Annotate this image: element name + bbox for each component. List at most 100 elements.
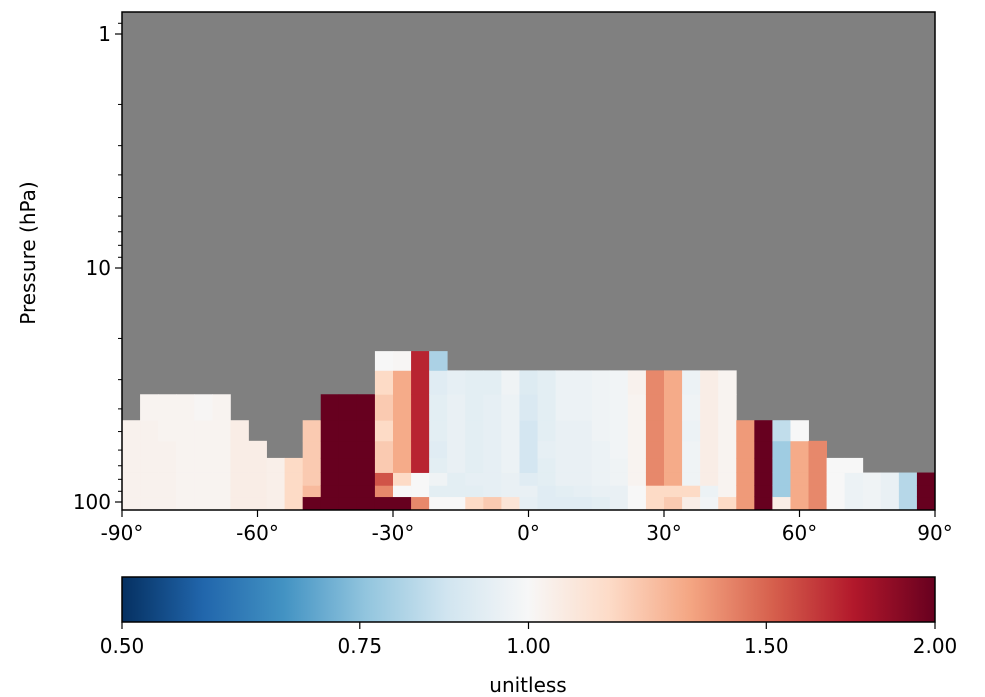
heatmap-cell: [140, 394, 159, 421]
heatmap-cell: [356, 420, 376, 442]
heatmap-cell: [465, 472, 484, 486]
heatmap-cell: [501, 472, 520, 486]
heatmap-cell: [284, 457, 304, 473]
plot-area: [121, 11, 936, 511]
heatmap-cell: [483, 420, 502, 442]
heatmap-cell: [790, 472, 809, 486]
heatmap-cell: [844, 472, 864, 486]
heatmap-cell: [429, 496, 448, 511]
heatmap-cell: [230, 472, 249, 486]
heatmap-cell: [664, 485, 683, 498]
heatmap-cell: [248, 496, 267, 511]
heatmap-cell: [320, 485, 340, 498]
heatmap-cell: [555, 485, 575, 498]
heatmap-cell: [519, 370, 538, 395]
heatmap-cell: [718, 394, 737, 421]
heatmap-cell: [374, 485, 394, 498]
heatmap-cell: [212, 440, 231, 459]
heatmap-cell: [682, 472, 701, 486]
heatmap-cell: [393, 472, 412, 486]
heatmap-cell: [501, 440, 520, 459]
heatmap-cell: [718, 485, 737, 498]
heatmap-cell: [447, 370, 466, 395]
heatmap-cell: [645, 370, 665, 395]
x-tick-label: 0°: [517, 521, 540, 545]
heatmap-cell: [898, 472, 918, 486]
heatmap-cell: [356, 440, 376, 459]
heatmap-cell: [736, 457, 755, 473]
heatmap-cell: [573, 485, 593, 498]
heatmap-cell: [447, 472, 466, 486]
heatmap-cell: [374, 394, 394, 421]
heatmap-cell: [338, 457, 358, 473]
heatmap-cell: [302, 440, 322, 459]
heatmap-cell: [772, 420, 791, 442]
heatmap-cell: [880, 485, 900, 498]
heatmap-cell: [916, 496, 936, 511]
heatmap-cell: [447, 496, 466, 511]
heatmap-cell: [483, 485, 502, 498]
heatmap-cell: [411, 472, 430, 486]
heatmap-cell: [555, 440, 575, 459]
heatmap-cell: [682, 394, 701, 421]
heatmap-cell: [555, 394, 575, 421]
heatmap-cell: [122, 440, 141, 459]
heatmap-cell: [718, 440, 737, 459]
heatmap-cell: [374, 351, 394, 371]
heatmap-cell: [664, 457, 683, 473]
heatmap-cell: [519, 496, 538, 511]
heatmap-cell: [302, 457, 322, 473]
heatmap-cell: [176, 485, 195, 498]
heatmap-cell: [338, 472, 358, 486]
heatmap-cell: [411, 457, 430, 473]
heatmap-cell: [140, 496, 159, 511]
heatmap-cell: [700, 440, 719, 459]
heatmap-cell: [248, 457, 267, 473]
y-axis: 1 10 100: [73, 22, 122, 514]
heatmap-cell: [609, 472, 629, 486]
heatmap-cell: [645, 420, 665, 442]
heatmap-cell: [808, 440, 827, 459]
heatmap-cell: [266, 485, 285, 498]
y-tick-label: 100: [73, 490, 111, 514]
x-axis: -90° -60° -30° 0° 30° 60° 90°: [101, 510, 953, 545]
heatmap-cell: [501, 420, 520, 442]
heatmap-cell: [374, 440, 394, 459]
heatmap-cell: [700, 496, 719, 511]
heatmap-cell: [447, 420, 466, 442]
heatmap-cell: [429, 394, 448, 421]
heatmap-cell: [718, 496, 737, 511]
heatmap-cell: [645, 485, 665, 498]
heatmap-cell: [754, 440, 773, 459]
heatmap-cell: [284, 472, 304, 486]
heatmap-cell: [754, 457, 773, 473]
heatmap-cell: [754, 496, 773, 511]
heatmap-cell: [772, 472, 791, 486]
y-tick-label: 1: [98, 22, 111, 46]
heatmap-cells: [122, 351, 936, 511]
heatmap-cell: [772, 496, 791, 511]
heatmap-cell: [664, 394, 683, 421]
heatmap-cell: [772, 440, 791, 459]
heatmap-cell: [555, 496, 575, 511]
heatmap-cell: [808, 472, 827, 486]
heatmap-cell: [501, 457, 520, 473]
heatmap-cell: [429, 440, 448, 459]
heatmap-cell: [664, 420, 683, 442]
heatmap-cell: [248, 440, 267, 459]
heatmap-cell: [429, 485, 448, 498]
heatmap-cell: [519, 394, 538, 421]
heatmap-cell: [140, 472, 159, 486]
heatmap-cell: [320, 394, 340, 421]
heatmap-cell: [627, 457, 647, 473]
heatmap-cell: [573, 457, 593, 473]
heatmap-cell: [465, 420, 484, 442]
heatmap-cell: [483, 496, 502, 511]
heatmap-cell: [700, 457, 719, 473]
heatmap-cell: [555, 472, 575, 486]
heatmap-cell: [140, 485, 159, 498]
heatmap-cell: [212, 420, 231, 442]
heatmap-cell: [664, 472, 683, 486]
heatmap-cell: [736, 496, 755, 511]
heatmap-cell: [609, 496, 629, 511]
